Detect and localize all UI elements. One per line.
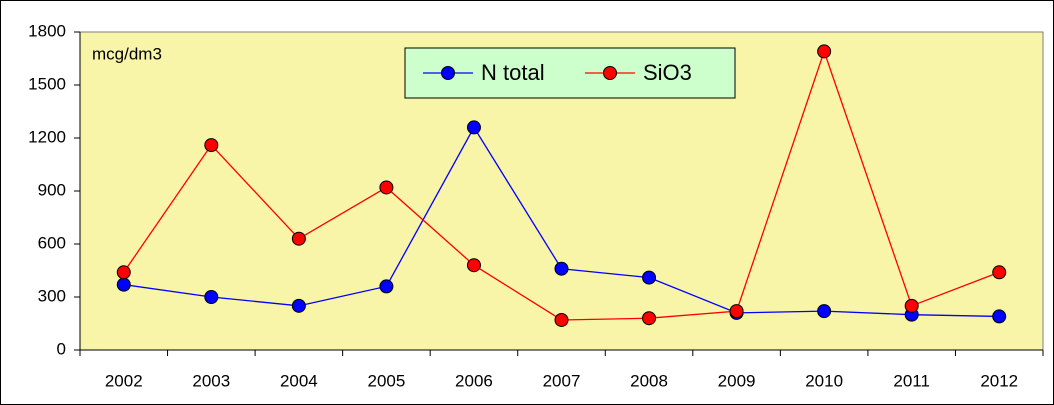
x-tick-label: 2003 <box>192 371 230 390</box>
data-point <box>204 138 219 153</box>
data-point <box>642 270 657 285</box>
y-tick-label: 900 <box>38 180 66 199</box>
data-point <box>817 304 832 319</box>
data-point <box>642 311 657 326</box>
data-point <box>466 120 481 135</box>
unit-annotation: mcg/dm3 <box>92 44 162 63</box>
legend-marker <box>441 66 455 80</box>
data-point <box>466 258 481 273</box>
x-tick-label: 2006 <box>455 371 493 390</box>
x-tick-label: 2010 <box>805 371 843 390</box>
y-tick-label: 600 <box>38 233 66 252</box>
x-tick-label: 2004 <box>280 371 318 390</box>
legend-label: N total <box>481 60 545 85</box>
y-tick-label: 1200 <box>28 127 66 146</box>
data-point <box>379 180 394 195</box>
x-tick-label: 2008 <box>630 371 668 390</box>
x-tick-label: 2009 <box>718 371 756 390</box>
legend-label: SiO3 <box>643 60 692 85</box>
data-point <box>729 304 744 319</box>
data-point <box>992 265 1007 280</box>
data-point <box>904 298 919 313</box>
data-point <box>291 298 306 313</box>
data-point <box>554 312 569 327</box>
data-point <box>116 265 131 280</box>
x-tick-label: 2005 <box>367 371 405 390</box>
y-tick-label: 1800 <box>28 21 66 40</box>
y-tick-label: 300 <box>38 286 66 305</box>
data-point <box>817 44 832 59</box>
data-point <box>379 279 394 294</box>
x-tick-label: 2012 <box>980 371 1018 390</box>
data-point <box>992 309 1007 324</box>
data-point <box>291 231 306 246</box>
legend-marker <box>603 66 617 80</box>
x-tick-label: 2011 <box>893 371 930 390</box>
data-point <box>204 290 219 304</box>
data-point <box>116 277 131 292</box>
x-tick-label: 2007 <box>543 371 581 390</box>
y-tick-label: 1500 <box>28 74 66 93</box>
x-tick-label: 2002 <box>105 371 143 390</box>
data-point <box>554 261 569 276</box>
y-tick-label: 0 <box>57 339 66 358</box>
